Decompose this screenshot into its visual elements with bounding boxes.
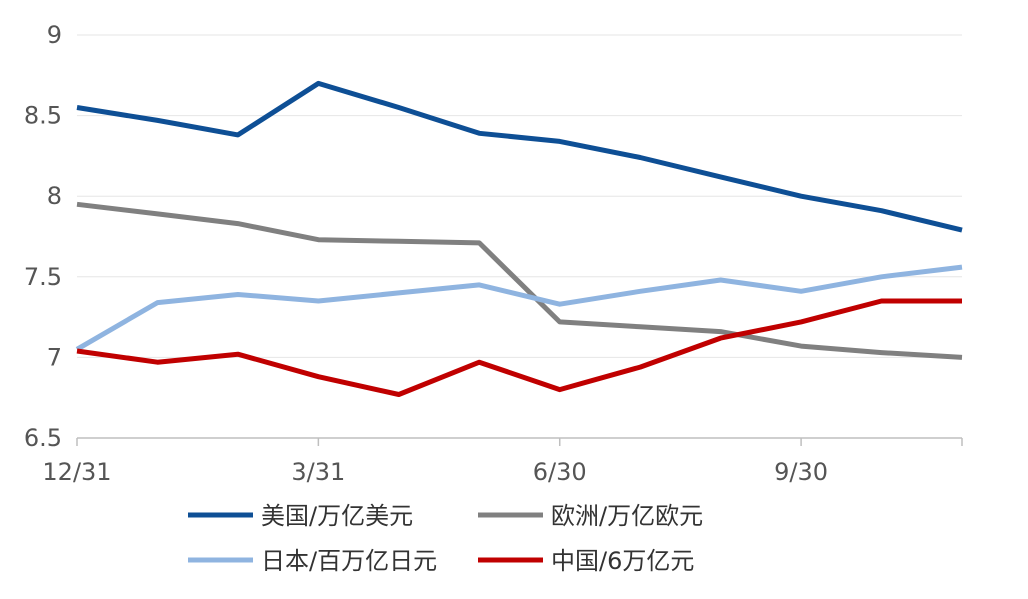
x-tick-label: 3/31 xyxy=(291,458,345,486)
legend-item: 日本/百万亿日元 xyxy=(188,547,437,575)
y-tick-label: 7 xyxy=(47,343,62,371)
series-line-3 xyxy=(76,298,962,397)
legend-item: 中国/6万亿元 xyxy=(478,547,694,575)
y-tick-label: 8.5 xyxy=(24,102,62,130)
axes: 9 8.5 8 7.5 7 6.5 12/31 3/31 6/30 9/30 xyxy=(24,21,963,486)
series-line-0 xyxy=(76,80,963,233)
legend-item: 欧洲/万亿欧元 xyxy=(478,502,703,530)
y-tick-label: 7.5 xyxy=(24,263,62,291)
legend-label: 日本/百万亿日元 xyxy=(261,547,437,575)
y-tick-label: 6.5 xyxy=(24,424,62,452)
series-lines xyxy=(75,80,963,397)
x-tick-label: 9/30 xyxy=(774,458,828,486)
legend-label: 欧洲/万亿欧元 xyxy=(551,502,703,530)
series-line-1 xyxy=(76,201,963,360)
x-tick-label: 6/30 xyxy=(533,458,587,486)
x-tick-label: 12/31 xyxy=(42,458,111,486)
series-line-2 xyxy=(75,264,963,352)
legend-item: 美国/万亿美元 xyxy=(188,502,413,530)
y-tick-label: 8 xyxy=(47,182,62,210)
y-tick-label: 9 xyxy=(47,21,62,49)
grid-lines xyxy=(77,34,962,358)
legend-label: 中国/6万亿元 xyxy=(551,547,694,575)
legend-label: 美国/万亿美元 xyxy=(261,502,413,530)
